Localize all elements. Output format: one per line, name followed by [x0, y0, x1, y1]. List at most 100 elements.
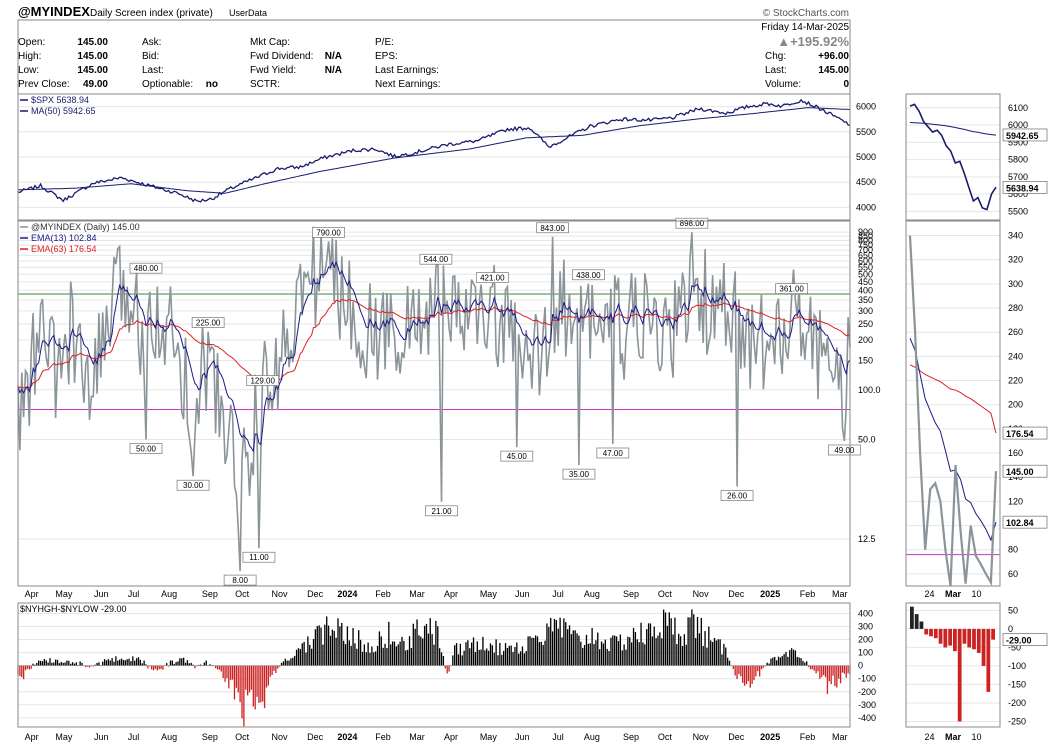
breadth-bar	[563, 618, 565, 666]
breadth-bar	[241, 665, 243, 719]
callout-label: 129.00	[250, 377, 275, 386]
breadth-bar	[269, 665, 271, 677]
breadth-bar	[779, 657, 782, 666]
breadth-bar	[109, 660, 111, 666]
x-tick-label: Aug	[161, 589, 177, 599]
breadth-bar	[830, 665, 832, 685]
value-callout: 129.00	[246, 375, 280, 386]
breadth-bar	[34, 664, 36, 666]
breadth-bar	[406, 649, 409, 666]
symbol-description: Daily Screen index (private)	[90, 8, 213, 19]
breadth-bar	[687, 617, 689, 666]
x-tick-label: Sep	[202, 732, 218, 742]
breadth-bar	[429, 618, 431, 666]
breadth-bar	[177, 661, 179, 666]
breadth-bar	[425, 623, 428, 666]
breadth-bar	[230, 665, 232, 680]
breadth-bar	[256, 665, 258, 697]
breadth-bar	[557, 628, 559, 666]
breadth-bar	[612, 635, 614, 666]
field-label: Ask:	[142, 37, 161, 48]
zoom-breadth-bar	[957, 628, 962, 722]
zoom-breadth-bar	[943, 628, 948, 648]
breadth-bar	[408, 636, 411, 666]
breadth-bar	[529, 636, 531, 666]
callout-box	[419, 253, 453, 265]
zoom-breadth-bar	[986, 628, 991, 692]
breadth-bar	[397, 644, 399, 666]
y-tick-label: -300	[858, 700, 876, 710]
breadth-bar	[414, 628, 416, 666]
x-tick-label: Jul	[128, 589, 140, 599]
breadth-bar	[440, 652, 443, 666]
legend-label: @MYINDEX (Daily) 145.00	[31, 222, 140, 232]
callout-box	[223, 574, 257, 586]
value-callout: 21.00	[425, 505, 458, 517]
field-label: Open:	[18, 37, 45, 48]
x-tick-label: Oct	[235, 732, 250, 742]
breadth-bar	[346, 626, 349, 666]
breadth-bar	[657, 635, 659, 666]
breadth-bar	[533, 637, 535, 666]
breadth-bar	[787, 656, 789, 666]
value-callout: 8.00	[223, 574, 257, 586]
zoom-breadth-bar	[953, 628, 957, 652]
breadth-bar	[303, 641, 305, 666]
breadth-bar	[732, 665, 734, 670]
ma50-line	[17, 107, 851, 194]
x-tick-label: Aug	[161, 732, 177, 742]
breadth-bar	[565, 622, 567, 666]
y-tick-label: 50	[1008, 605, 1018, 615]
breadth-bar	[113, 661, 115, 666]
breadth-bar	[305, 652, 307, 666]
breadth-bar	[725, 647, 727, 666]
y-tick-label: 6100	[1008, 103, 1028, 113]
breadth-bar	[629, 637, 631, 666]
breadth-bar	[361, 651, 364, 666]
breadth-bar	[246, 665, 249, 696]
x-tick-label: May	[55, 589, 73, 599]
breadth-bar	[41, 661, 44, 666]
callout-box	[425, 505, 458, 517]
breadth-bar	[753, 665, 755, 681]
pct-change: ▲+195.92%	[777, 34, 849, 49]
zoom-spx-panel: 5500 5600 5700 5800 5900 6000 6100 5942.65 5638.…	[905, 93, 1048, 221]
breadth-bar	[235, 665, 238, 688]
breadth-bar	[634, 632, 637, 666]
x-tick-label: May	[480, 589, 498, 599]
callout-label: 361.00	[779, 285, 804, 294]
breadth-bar	[292, 657, 294, 666]
field-label: Optionable:	[142, 79, 193, 90]
breadth-bar	[674, 617, 676, 666]
breadth-bar	[534, 635, 537, 666]
breadth-bar	[280, 662, 283, 666]
breadth-bar	[284, 658, 286, 666]
breadth-bar	[233, 665, 236, 700]
value-tag-box	[1002, 515, 1048, 529]
header-date: Friday 14-Mar-2025	[761, 22, 849, 33]
y-tick-label: 400	[858, 608, 873, 618]
breadth-bar	[62, 662, 64, 666]
breadth-bar	[64, 662, 66, 666]
y-tick-label: 5500	[1008, 206, 1028, 216]
x-tick-label: Apr	[25, 589, 39, 599]
breadth-bar	[335, 637, 337, 666]
breadth-bar	[608, 650, 610, 666]
y-tick-label: 300	[858, 306, 873, 316]
x-tick-label: May	[55, 732, 73, 742]
breadth-bar	[192, 664, 194, 666]
x-tick-label: Dec	[307, 732, 324, 742]
y-tick-label: 5600	[1008, 189, 1028, 199]
breadth-bar	[265, 665, 268, 688]
index-panel: 12.5 50.0 100.0 150 200 250 300350400450500550…	[17, 217, 881, 587]
x-tick-label: May	[480, 732, 498, 742]
breadth-bar	[555, 620, 558, 666]
zoom-ema13-line	[909, 338, 997, 542]
ema13-line	[17, 261, 851, 453]
breadth-bar	[53, 662, 55, 666]
breadth-bar	[826, 665, 829, 694]
breadth-bar	[431, 634, 433, 666]
breadth-bar	[145, 664, 147, 666]
x-tick-label: 24	[924, 732, 934, 742]
